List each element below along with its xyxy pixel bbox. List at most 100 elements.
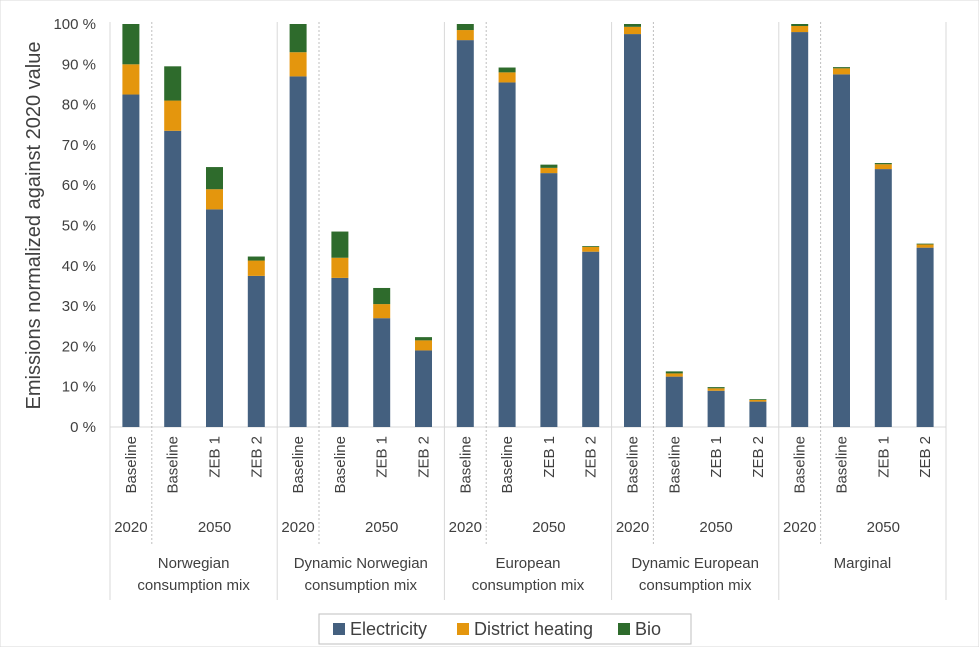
bar-electricity: [247, 275, 265, 427]
bar-district-heating: [624, 26, 641, 35]
legend-swatch: [618, 623, 630, 635]
year-label: 2050: [532, 519, 565, 536]
bar-electricity: [582, 251, 600, 427]
bar-district-heating: [289, 52, 307, 77]
group-label: Dynamic Norwegian: [294, 555, 428, 572]
bar-bio: [874, 163, 892, 165]
x-tick-label: ZEB 2: [750, 436, 767, 478]
bar-district-heating: [749, 399, 767, 402]
bar-electricity: [749, 401, 767, 427]
year-label: 2020: [783, 519, 816, 536]
x-tick-label: ZEB 1: [207, 436, 224, 478]
group-label: Norwegian: [158, 555, 230, 572]
bar-district-heating: [916, 244, 934, 248]
bar-bio: [456, 24, 474, 31]
y-tick-label: 0 %: [70, 419, 96, 436]
y-tick-label: 30 %: [62, 298, 96, 315]
bar-electricity: [289, 76, 307, 427]
x-tick-label: Baseline: [625, 436, 642, 494]
bar-district-heating: [206, 189, 223, 210]
bar-district-heating: [665, 373, 683, 377]
x-tick-label: Baseline: [123, 436, 140, 494]
x-tick-label: ZEB 2: [248, 436, 265, 478]
x-tick-label: Baseline: [332, 436, 349, 494]
bar-district-heating: [331, 257, 349, 278]
y-axis-title: Emissions normalized against 2020 value: [23, 42, 45, 410]
x-tick-label: Baseline: [165, 436, 182, 494]
bar-electricity: [331, 277, 349, 427]
bar-electricity: [916, 247, 934, 427]
x-tick-label: ZEB 1: [875, 436, 892, 478]
bar-district-heating: [164, 100, 182, 131]
bar-bio: [665, 371, 683, 374]
x-tick-label: ZEB 1: [541, 436, 558, 478]
bar-district-heating: [874, 164, 892, 170]
bar-district-heating: [498, 72, 516, 83]
year-label: 2050: [699, 519, 732, 536]
bar-bio: [582, 246, 600, 247]
bar-district-heating: [122, 64, 140, 95]
bar-bio: [122, 24, 140, 65]
bar-district-heating: [582, 246, 600, 252]
x-tick-label: ZEB 2: [583, 436, 600, 478]
x-tick-label: Baseline: [792, 436, 809, 494]
bar-electricity: [665, 376, 683, 427]
bar-electricity: [833, 74, 850, 427]
legend-label: District heating: [474, 619, 593, 639]
group-label: consumption mix: [639, 577, 752, 594]
bar-bio: [206, 167, 223, 190]
x-tick-label: Baseline: [457, 436, 474, 494]
year-label: 2050: [198, 519, 231, 536]
x-tick-label: ZEB 2: [917, 436, 934, 478]
group-label: European: [495, 555, 560, 572]
group-label: Marginal: [834, 555, 892, 572]
group-label: consumption mix: [305, 577, 418, 594]
bar-bio: [247, 256, 265, 261]
bar-electricity: [874, 169, 892, 427]
bar-bio: [624, 24, 641, 27]
bar-electricity: [373, 318, 391, 427]
legend-swatch: [457, 623, 469, 635]
y-tick-label: 10 %: [62, 379, 96, 396]
x-tick-label: Baseline: [290, 436, 307, 494]
bar-electricity: [624, 34, 641, 427]
y-tick-label: 80 %: [62, 97, 96, 114]
bar-electricity: [707, 390, 725, 427]
bar-bio: [833, 67, 850, 69]
x-tick-label: Baseline: [666, 436, 683, 494]
bar-bio: [540, 164, 558, 168]
bar-electricity: [456, 40, 474, 428]
bar-district-heating: [833, 68, 850, 75]
bar-district-heating: [415, 340, 432, 351]
y-tick-label: 60 %: [62, 177, 96, 194]
bar-electricity: [415, 350, 432, 427]
x-tick-label: ZEB 2: [416, 436, 433, 478]
y-tick-label: 70 %: [62, 137, 96, 154]
bar-bio: [373, 287, 391, 305]
bar-bio: [289, 24, 307, 53]
bar-district-heating: [373, 304, 391, 319]
x-tick-label: ZEB 1: [708, 436, 725, 478]
bar-bio: [164, 66, 182, 101]
bar-bio: [707, 387, 725, 389]
y-tick-label: 100 %: [53, 16, 96, 33]
bar-bio: [749, 399, 767, 400]
bar-bio: [498, 67, 516, 73]
y-tick-label: 20 %: [62, 338, 96, 355]
bar-bio: [415, 337, 432, 341]
bar-district-heating: [707, 388, 725, 391]
year-label: 2020: [449, 519, 482, 536]
x-tick-label: Baseline: [499, 436, 516, 494]
bar-district-heating: [456, 30, 474, 41]
bar-electricity: [791, 32, 809, 428]
bar-electricity: [122, 94, 140, 428]
y-tick-label: 90 %: [62, 56, 96, 73]
group-label: consumption mix: [472, 577, 585, 594]
y-tick-label: 40 %: [62, 258, 96, 275]
bar-bio: [916, 243, 934, 245]
legend-swatch: [333, 623, 345, 635]
year-label: 2050: [867, 519, 900, 536]
